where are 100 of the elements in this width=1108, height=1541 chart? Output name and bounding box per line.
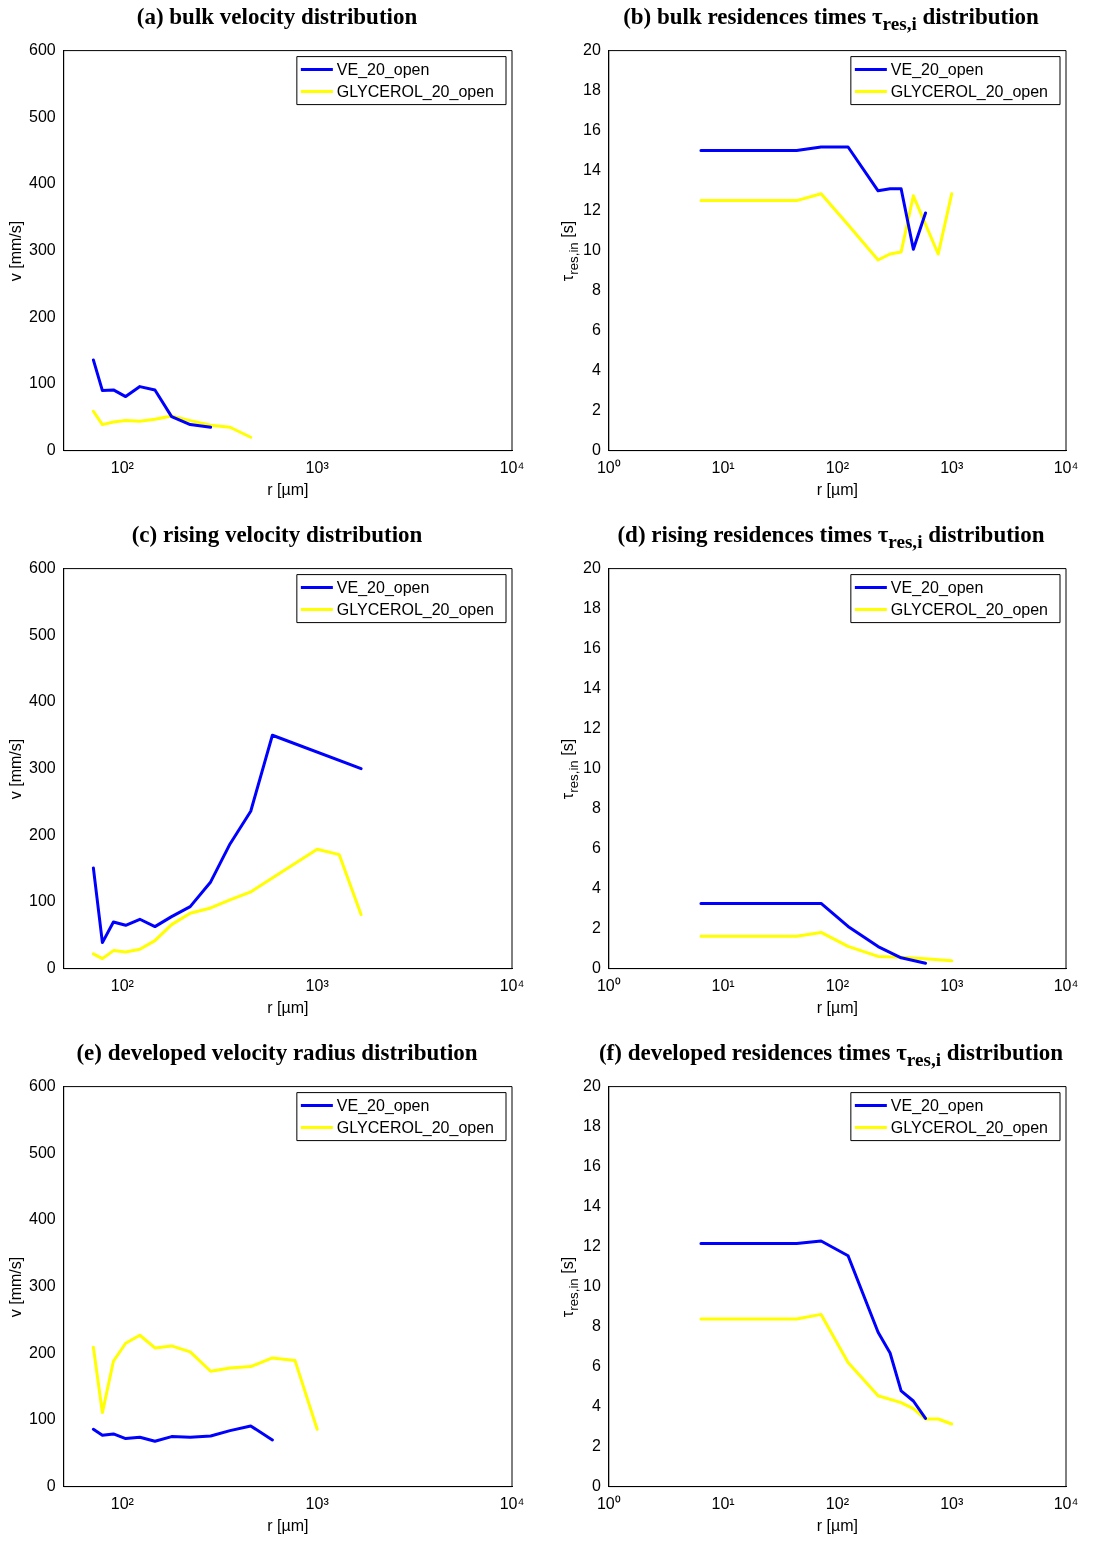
legend-label: GLYCEROL_20_open — [890, 1119, 1048, 1138]
legend-label: VE_20_open — [336, 1097, 430, 1116]
x-tick-label: 10² — [825, 1494, 850, 1512]
legend-label: GLYCEROL_20_open — [890, 601, 1048, 620]
y-tick-label: 18 — [583, 1117, 601, 1135]
y-tick-label: 600 — [28, 41, 56, 59]
y-tick-label: 12 — [583, 1237, 601, 1255]
chart-title: (d) rising residences times τ$_{res,i}$ distribution — [616, 522, 1046, 553]
y-tick-label: 20 — [583, 41, 601, 59]
x-axis-title: r [µm] — [267, 480, 309, 498]
x-tick-label: 10³ — [305, 976, 330, 994]
y-tick-label: 300 — [28, 241, 56, 259]
legend-label: VE_20_open — [336, 579, 430, 598]
y-tick-label: 600 — [28, 559, 56, 577]
y-axis-title: v [mm/s] — [7, 220, 25, 281]
x-axis-title: r [µm] — [816, 998, 859, 1016]
x-tick-label: 10³ — [940, 976, 964, 994]
y-tick-label: 16 — [583, 121, 601, 139]
y-tick-label: 600 — [28, 1077, 56, 1095]
x-tick-label: 10⁰ — [596, 458, 621, 476]
y-tick-label: 12 — [583, 719, 601, 737]
x-axis-title: r [µm] — [816, 480, 859, 498]
y-tick-label: 14 — [583, 679, 601, 697]
y-axis-title: v [mm/s] — [7, 738, 25, 799]
legend-label: VE_20_open — [890, 1097, 984, 1116]
x-axis-title: r [µm] — [267, 1516, 309, 1534]
y-tick-label: 2 — [591, 401, 601, 419]
y-tick-label: 200 — [28, 307, 56, 325]
y-tick-label: 14 — [583, 1197, 601, 1215]
y-tick-label: 10 — [583, 241, 601, 259]
x-tick-label: 10⁴ — [499, 458, 525, 476]
y-tick-label: 0 — [591, 441, 601, 459]
x-tick-label: 10⁰ — [596, 976, 621, 994]
y-tick-label: 6 — [591, 839, 601, 857]
legend-label: GLYCEROL_20_open — [336, 601, 494, 620]
legend-label: VE_20_open — [336, 61, 430, 80]
x-tick-label: 10³ — [940, 458, 964, 476]
y-tick-label: 18 — [583, 599, 601, 617]
y-tick-label: 8 — [591, 799, 601, 817]
x-tick-label: 10² — [825, 458, 850, 476]
y-tick-label: 500 — [28, 625, 56, 643]
y-tick-label: 6 — [591, 321, 601, 339]
x-tick-label: 10⁴ — [499, 1494, 525, 1512]
x-tick-label: 10³ — [305, 458, 330, 476]
x-tick-label: 10² — [110, 458, 135, 476]
y-tick-label: 10 — [583, 759, 601, 777]
chart-title: (b) bulk residences times τ$_{res,i}$ distribution — [622, 4, 1040, 35]
x-tick-label: 10⁴ — [499, 976, 525, 994]
x-tick-label: 10⁴ — [1053, 1494, 1079, 1512]
y-tick-label: 8 — [591, 281, 601, 299]
y-tick-label: 14 — [583, 161, 601, 179]
y-tick-label: 500 — [28, 1143, 56, 1161]
x-tick-label: 10¹ — [711, 976, 735, 994]
legend-label: VE_20_open — [890, 579, 984, 598]
x-tick-label: 10² — [110, 1494, 135, 1512]
y-tick-label: 100 — [28, 1410, 56, 1428]
y-tick-label: 0 — [591, 959, 601, 977]
y-tick-label: 12 — [583, 201, 601, 219]
legend-label: GLYCEROL_20_open — [336, 83, 494, 102]
x-tick-label: 10¹ — [711, 458, 735, 476]
x-axis-title: r [µm] — [267, 998, 309, 1016]
legend-label: VE_20_open — [890, 61, 984, 80]
chart-title: (e) developed velocity radius distribution — [75, 1040, 479, 1066]
legend-label: GLYCEROL_20_open — [336, 1119, 494, 1138]
y-axis-title: v [mm/s] — [7, 1256, 25, 1317]
x-tick-label: 10³ — [305, 1494, 330, 1512]
x-tick-label: 10² — [825, 976, 850, 994]
y-tick-label: 300 — [28, 759, 56, 777]
x-tick-label: 10⁴ — [1053, 458, 1079, 476]
y-tick-label: 16 — [583, 1157, 601, 1175]
y-tick-label: 20 — [583, 559, 601, 577]
y-tick-label: 400 — [28, 174, 56, 192]
y-tick-label: 8 — [591, 1317, 601, 1335]
y-tick-label: 18 — [583, 81, 601, 99]
y-tick-label: 0 — [46, 441, 56, 459]
y-tick-label: 16 — [583, 639, 601, 657]
y-tick-label: 2 — [591, 919, 601, 937]
y-tick-label: 0 — [46, 1477, 56, 1495]
y-tick-label: 0 — [591, 1477, 601, 1495]
y-tick-label: 300 — [28, 1277, 56, 1295]
y-tick-label: 4 — [591, 879, 601, 897]
x-axis-title: r [µm] — [816, 1516, 859, 1534]
y-tick-label: 6 — [591, 1357, 601, 1375]
y-tick-label: 200 — [28, 1343, 56, 1361]
y-tick-label: 200 — [28, 825, 56, 843]
x-tick-label: 10⁰ — [596, 1494, 621, 1512]
y-tick-label: 100 — [28, 374, 56, 392]
chart-title: (c) rising velocity distribution — [130, 522, 424, 548]
y-tick-label: 100 — [28, 892, 56, 910]
y-tick-label: 0 — [46, 959, 56, 977]
chart-title: (a) bulk velocity distribution — [135, 4, 419, 30]
y-tick-label: 2 — [591, 1437, 601, 1455]
x-tick-label: 10¹ — [711, 1494, 735, 1512]
x-tick-label: 10² — [110, 976, 135, 994]
y-tick-label: 400 — [28, 1210, 56, 1228]
y-tick-label: 400 — [28, 692, 56, 710]
y-tick-label: 4 — [591, 361, 601, 379]
chart-title: (f) developed residences times τ$_{res,i}$ distribution — [597, 1040, 1065, 1071]
legend-label: GLYCEROL_20_open — [890, 83, 1048, 102]
x-tick-label: 10⁴ — [1053, 976, 1079, 994]
